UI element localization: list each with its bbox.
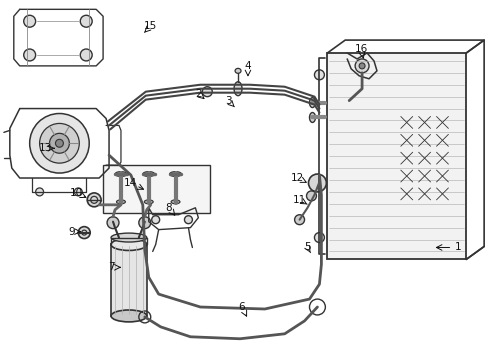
Circle shape	[308, 174, 325, 192]
Text: 12: 12	[290, 173, 304, 183]
Circle shape	[74, 188, 82, 196]
Text: 4: 4	[244, 61, 251, 71]
Bar	[111, 244, 146, 316]
Ellipse shape	[234, 82, 242, 96]
Circle shape	[49, 133, 69, 153]
Bar	[326, 53, 466, 260]
Circle shape	[139, 217, 150, 229]
Text: 9: 9	[68, 226, 75, 237]
Text: 2: 2	[195, 89, 201, 99]
Text: 3: 3	[224, 96, 231, 105]
Circle shape	[78, 227, 90, 239]
Circle shape	[24, 15, 36, 27]
Text: 6: 6	[238, 302, 245, 312]
Text: 8: 8	[165, 203, 172, 213]
Ellipse shape	[171, 200, 180, 204]
Circle shape	[80, 15, 92, 27]
Text: 11: 11	[292, 195, 305, 205]
Ellipse shape	[142, 172, 154, 176]
Text: 16: 16	[354, 44, 367, 54]
Circle shape	[314, 70, 324, 80]
Circle shape	[55, 139, 63, 147]
Ellipse shape	[235, 68, 241, 73]
Circle shape	[80, 49, 92, 61]
Ellipse shape	[309, 98, 315, 108]
Circle shape	[30, 113, 89, 173]
Ellipse shape	[309, 113, 315, 122]
Text: 13: 13	[39, 143, 52, 153]
Circle shape	[87, 193, 101, 207]
Circle shape	[24, 49, 36, 61]
Circle shape	[36, 188, 43, 196]
Text: 5: 5	[304, 243, 310, 252]
Circle shape	[151, 216, 160, 224]
Ellipse shape	[169, 172, 181, 176]
Circle shape	[306, 191, 316, 201]
Circle shape	[358, 63, 365, 69]
Circle shape	[202, 87, 212, 96]
Ellipse shape	[144, 200, 153, 204]
Ellipse shape	[116, 200, 125, 204]
Circle shape	[40, 123, 79, 163]
Circle shape	[354, 59, 368, 73]
Circle shape	[184, 216, 192, 224]
Text: 14: 14	[124, 178, 137, 188]
Text: 1: 1	[454, 243, 461, 252]
Ellipse shape	[111, 233, 146, 242]
Circle shape	[314, 233, 324, 243]
Text: 15: 15	[144, 21, 157, 31]
Ellipse shape	[111, 239, 146, 251]
Text: 7: 7	[107, 262, 114, 272]
Text: 10: 10	[70, 188, 82, 198]
Ellipse shape	[115, 172, 127, 176]
Circle shape	[294, 215, 304, 225]
Ellipse shape	[111, 310, 146, 322]
Circle shape	[107, 217, 119, 229]
Bar	[103, 165, 210, 213]
